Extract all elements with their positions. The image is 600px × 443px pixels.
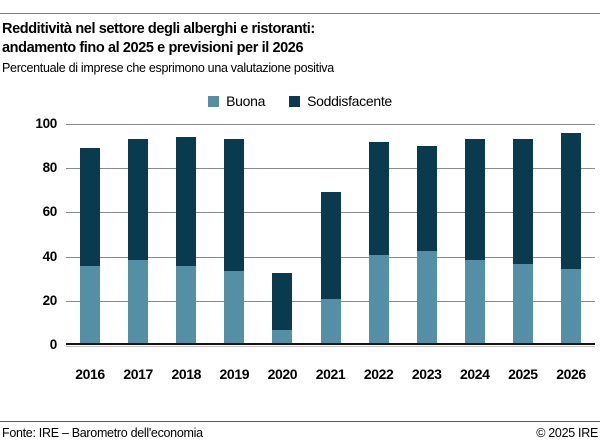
bar-segment-soddisfacente-2026 [560,132,581,269]
bar-segment-soddisfacente-2024 [464,139,485,260]
bar-segment-soddisfacente-2021 [320,191,341,300]
x-tick-label-2017: 2017 [123,366,153,382]
bar-column-2026 [547,124,595,345]
bar-columns [66,124,595,345]
stacked-bar-2024 [464,139,485,343]
x-tick-label-2019: 2019 [219,366,250,382]
stacked-bar-2026 [560,132,581,343]
legend-item-soddisfacente: Soddisfacente [289,93,392,109]
bar-segment-soddisfacente-2019 [224,139,245,271]
bar-segment-soddisfacente-2023 [416,145,437,252]
x-tick-label-2016: 2016 [75,366,105,382]
bar-segment-buona-2018 [176,266,197,343]
x-tick-label-2026: 2026 [556,366,586,382]
bar-segment-soddisfacente-2018 [176,137,197,267]
chart-footer: Fonte: IRE – Barometro dell'economia © 2… [2,426,598,440]
bar-segment-buona-2019 [224,270,245,343]
stacked-bar-2021 [320,191,341,343]
chart-header: Redditività nel settore degli alberghi e… [2,20,562,76]
bar-segment-buona-2023 [416,251,437,343]
chart-title-line2: andamento fino al 2025 e previsioni per … [2,40,304,56]
stacked-bar-2019 [224,139,245,343]
bar-column-2018 [162,124,210,345]
copyright-note: © 2025 IRE [536,426,598,440]
chart-area: 0 20 40 60 80 100 [0,116,600,352]
buona-swatch-icon [208,95,220,107]
bar-segment-soddisfacente-2016 [80,148,101,267]
y-tick-label-20: 20 [42,292,58,308]
x-tick-label-2018: 2018 [171,366,201,382]
stacked-bar-2025 [512,139,533,343]
stacked-bar-2017 [128,139,149,343]
plot-area [66,124,595,347]
x-axis-labels: 2016 2017 2018 2019 2020 2021 2022 2023 2024 2025… [66,366,595,382]
gridline-80 [66,168,595,170]
bar-column-2017 [114,124,162,345]
bar-column-2023 [403,124,451,345]
stacked-bar-2018 [176,137,197,343]
bar-column-2024 [451,124,499,345]
soddisfacente-swatch-icon [289,95,301,107]
legend-label-soddisfacente: Soddisfacente [307,93,392,109]
x-tick-label-2025: 2025 [508,366,538,382]
bar-column-2025 [499,124,547,345]
bar-segment-buona-2025 [512,264,533,343]
gridline-100 [66,124,595,125]
bar-segment-buona-2026 [560,268,581,343]
bar-segment-soddisfacente-2020 [272,272,293,330]
stacked-bar-2023 [416,145,437,343]
bar-segment-buona-2024 [464,259,485,343]
bar-column-2021 [306,124,354,345]
y-tick-label-100: 100 [35,116,57,131]
bar-segment-soddisfacente-2022 [368,141,389,256]
x-tick-label-2020: 2020 [267,366,298,382]
stacked-bar-2016 [80,148,101,343]
y-tick-label-60: 60 [42,204,58,220]
x-tick-label-2022: 2022 [363,366,394,382]
y-tick-label-40: 40 [42,248,58,264]
legend-label-buona: Buona [226,93,266,109]
x-axis-line [66,343,595,345]
chart-legend: Buona Soddisfacente [0,92,600,110]
bar-segment-buona-2021 [320,299,341,343]
bar-column-2020 [258,124,306,345]
stacked-bar-2020 [272,272,293,343]
y-axis-labels: 0 20 40 60 80 100 [0,116,58,352]
chart-title-line1: Redditività nel settore degli alberghi e… [2,21,315,37]
bar-segment-soddisfacente-2025 [512,139,533,265]
source-note: Fonte: IRE – Barometro dell'economia [2,426,203,440]
chart-subtitle: Percentuale di imprese che esprimono una… [2,61,334,75]
bar-column-2022 [355,124,403,345]
top-divider [0,13,600,14]
bar-segment-buona-2017 [128,259,149,343]
y-tick-label-0: 0 [49,337,58,352]
x-tick-label-2023: 2023 [411,366,442,382]
footer-divider [0,421,600,422]
x-axis-shadow [66,346,595,347]
legend-item-buona: Buona [208,93,265,109]
bar-column-2016 [66,124,114,345]
bar-column-2019 [210,124,258,345]
x-tick-label-2024: 2024 [460,366,490,382]
bar-segment-buona-2022 [368,255,389,343]
bar-segment-soddisfacente-2017 [128,139,149,260]
x-tick-label-2021: 2021 [315,366,346,382]
y-tick-label-80: 80 [42,160,58,176]
bar-segment-buona-2020 [272,329,293,343]
stacked-bar-2022 [368,141,389,343]
bar-segment-buona-2016 [80,266,101,343]
